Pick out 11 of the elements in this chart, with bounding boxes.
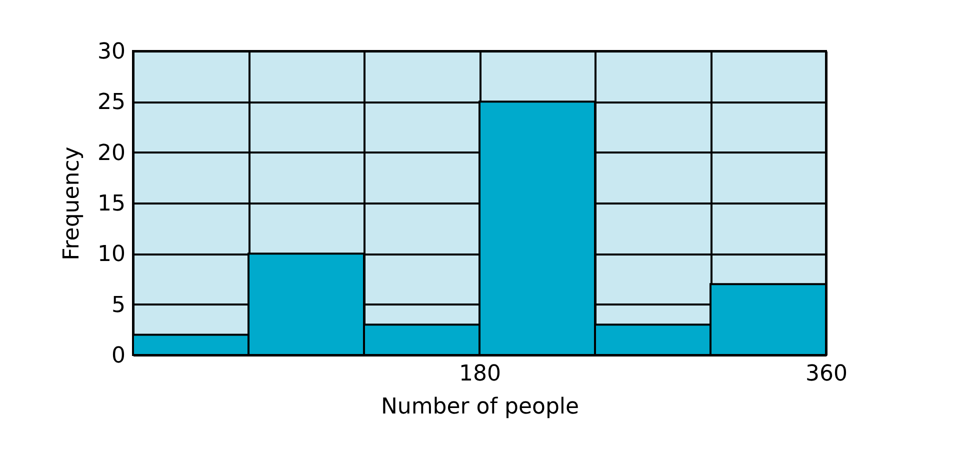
y-tick-label: 5: [112, 292, 126, 318]
y-tick-label: 10: [98, 242, 126, 268]
x-tick-label: 180: [459, 362, 501, 386]
y-tick-label: 25: [98, 90, 126, 116]
x-tick-label: 360: [806, 362, 848, 386]
y-tick-label: 30: [98, 40, 126, 64]
x-axis-title: Number of people: [380, 394, 580, 420]
y-tick-label: 15: [98, 192, 126, 216]
y-axis-title: Frequency: [60, 146, 85, 260]
y-tick-label: 20: [98, 140, 126, 166]
y-tick-label: 0: [112, 344, 126, 368]
